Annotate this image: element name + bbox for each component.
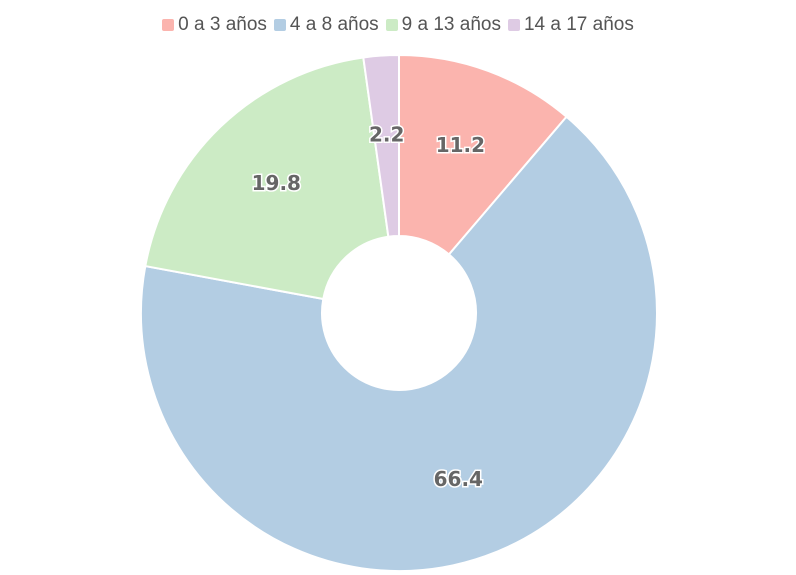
data-label: 66.4 xyxy=(434,467,483,491)
slices xyxy=(140,53,658,572)
legend-item-14-a-17[interactable]: 14 a 17 años xyxy=(507,14,634,36)
legend-swatch xyxy=(385,19,398,31)
slice-4-a-8[interactable] xyxy=(140,115,658,572)
legend-item-0-a-3[interactable]: 0 a 3 años xyxy=(162,14,267,36)
legend-label: 14 a 17 años xyxy=(523,14,634,35)
data-label: 19.8 xyxy=(252,171,301,195)
slice-0-a-3[interactable] xyxy=(398,53,568,256)
legend-swatch xyxy=(507,19,520,31)
slice-9-a-13[interactable] xyxy=(144,56,390,301)
data-labels: 11.2 66.4 19.8 2.2 xyxy=(250,121,486,492)
data-label: 11.2 xyxy=(436,133,485,157)
legend-label: 9 a 13 años xyxy=(401,14,501,35)
data-label: 2.2 xyxy=(369,122,404,146)
legend-label: 0 a 3 años xyxy=(178,14,267,35)
legend-swatch xyxy=(273,19,286,31)
legend: 0 a 3 años 4 a 8 años 9 a 13 años 14 a 1… xyxy=(0,14,796,36)
legend-swatch xyxy=(162,19,175,31)
slice-14-a-17[interactable] xyxy=(362,53,400,238)
legend-item-4-a-8[interactable]: 4 a 8 años xyxy=(273,14,379,36)
legend-label: 4 a 8 años xyxy=(289,14,379,35)
legend-item-9-a-13[interactable]: 9 a 13 años xyxy=(385,14,501,36)
